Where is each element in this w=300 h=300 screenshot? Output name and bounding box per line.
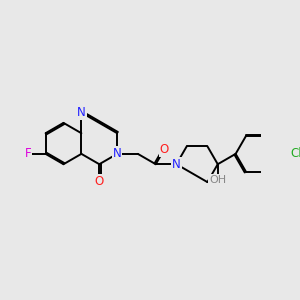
- Text: Cl: Cl: [290, 147, 300, 161]
- Text: O: O: [95, 175, 104, 188]
- Text: O: O: [160, 143, 169, 156]
- Text: N: N: [77, 106, 86, 119]
- Text: N: N: [113, 147, 122, 161]
- Text: OH: OH: [209, 175, 226, 185]
- Text: N: N: [172, 158, 181, 171]
- Text: F: F: [25, 147, 31, 161]
